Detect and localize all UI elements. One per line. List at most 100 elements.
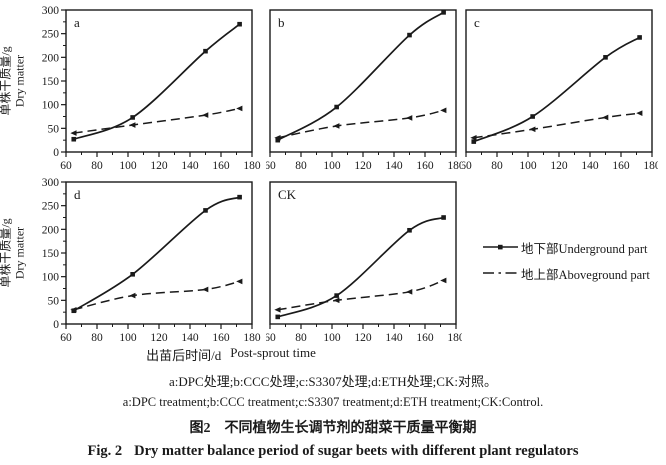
panel-a-chart: 60 80 100 120 140 160 180 0 50 100 150 200 250 300 a [42,5,261,171]
y-tick-label: 250 [42,201,60,213]
axis-box [465,9,653,153]
caption-note-en: a:DPC treatment;b:CCC treatment;c:S3307 … [122,395,544,409]
underground-marker [441,215,446,220]
x-tick-label: 80 [295,332,307,343]
underground-marker [603,55,608,60]
figure-title-text-cn: 不同植物生长调节剂的甜菜干质量平衡期 [224,421,477,436]
underground-marker [275,314,281,320]
aboveground-marker [636,110,643,116]
y-axis-label: 单株干质量/g Dry matter [0,177,26,343]
underground-series-line [473,36,641,143]
underground-marker [637,35,642,40]
underground-marker [203,208,208,213]
y-axis-label-cn: 单株干质量/g [0,218,13,289]
x-tick-label: 100 [519,160,537,171]
aboveground-marker [529,126,536,133]
underground-series-line [277,216,444,318]
x-tick-label: 120 [354,332,372,343]
underground-marker [530,114,535,119]
x-tick-label: 180 [643,160,658,171]
x-tick-label: 120 [150,332,168,343]
x-tick-label: 80 [91,160,103,171]
x-tick-label: 60 [60,160,72,171]
figure-title-cn: 图2 不同植物生长调节剂的甜菜干质量平衡期 [0,417,666,437]
underground-series-line [277,11,445,141]
y-tick-label: 0 [53,319,59,331]
axis-box [65,181,253,325]
underground-marker [334,104,339,110]
y-tick-label: 100 [42,100,60,112]
underground-marker [275,137,281,143]
x-tick-label: 80 [295,160,307,171]
panel-b-cell: 60 80 100 120 140 160 180 b [266,5,462,171]
y-tick-label: 0 [53,147,59,159]
underground-marker [334,293,339,298]
panel-label: b [278,15,285,30]
aboveground-series-line [73,280,240,311]
y-axis-label-text: 单株干质量/g Dry matter [0,47,27,116]
aboveground-marker [129,122,136,128]
underground-marker [471,139,477,144]
panel-ck-cell: 60 80 100 120 140 160 180 CK [266,177,462,343]
x-tick-label: 140 [181,332,199,343]
underground-marker [130,115,135,120]
aboveground-series-line [277,279,444,311]
underground-marker [407,32,412,38]
y-tick-label: 150 [42,248,60,260]
legend-label-underground: 地下部Underground part [521,241,648,256]
underground-marker [203,48,208,54]
x-tick-label: 80 [491,160,503,171]
legend-label-aboveground: 地上部Aboveground part [521,267,650,282]
aboveground-marker [274,135,281,141]
legend-item-underground: 地下部Underground part [482,238,666,257]
figure-number-en: Fig. 2 [87,443,123,459]
x-tick-label: 60 [266,332,276,343]
underground-series-line [73,196,240,312]
y-tick-label: 50 [48,123,60,135]
x-tick-label: 120 [550,160,568,171]
panel-label: a [74,15,80,30]
x-tick-label: 140 [581,160,599,171]
y-tick-label: 150 [42,76,60,88]
y-tick-label: 100 [42,272,60,284]
aboveground-marker [236,105,243,112]
subplot-row-1: 单株干质量/g Dry matter 60 80 100 120 140 160 180 0 5… [0,5,666,171]
aboveground-marker [406,289,413,295]
aboveground-marker [333,123,340,129]
legend-item-aboveground: 地上部Aboveground part [482,264,666,283]
aboveground-series-line [277,109,444,139]
panel-label: d [74,187,81,202]
x-tick-label: 160 [416,160,434,171]
figure-title-en: Fig. 2 Dry matter balance period of suga… [0,443,666,460]
axis-box [269,181,457,325]
x-axis-label-en: Post-sprout time [230,345,316,360]
figure-number-cn: 图2 [189,421,211,436]
aboveground-marker [406,115,413,121]
y-tick-label: 200 [42,224,60,236]
legend: 地下部Underground part 地上部Aboveground part [462,177,666,343]
panel-label: CK [278,187,297,202]
y-axis-label: 单株干质量/g Dry matter [0,5,26,171]
y-tick-label: 300 [42,177,60,189]
y-axis-label-en: Dry matter [12,227,26,280]
panel-ck-chart: 60 80 100 120 140 160 180 CK [266,181,462,343]
aboveground-marker [440,107,447,114]
underground-line-sample-icon [483,244,518,250]
aboveground-marker [470,135,477,141]
x-tick-label: 100 [119,332,137,343]
x-tick-label: 60 [60,332,72,343]
x-tick-label: 120 [354,160,372,171]
underground-marker [130,272,135,277]
y-axis-label-cn: 单株干质量/g [0,46,13,117]
underground-marker [71,136,77,142]
aboveground-marker [202,112,209,118]
aboveground-series-line [473,112,640,139]
aboveground-marker [129,292,136,299]
y-tick-label: 200 [42,52,60,64]
underground-marker [441,10,446,15]
caption-note-cn: a:DPC处理;b:CCC处理;c:S3307处理;d:ETH处理;CK:对照。 [169,374,497,389]
panel-d-cell: 单株干质量/g Dry matter 60 80 100 120 140 160 180 0 5… [0,177,266,343]
y-tick-label: 300 [42,5,60,17]
x-tick-label: 180 [243,160,261,171]
